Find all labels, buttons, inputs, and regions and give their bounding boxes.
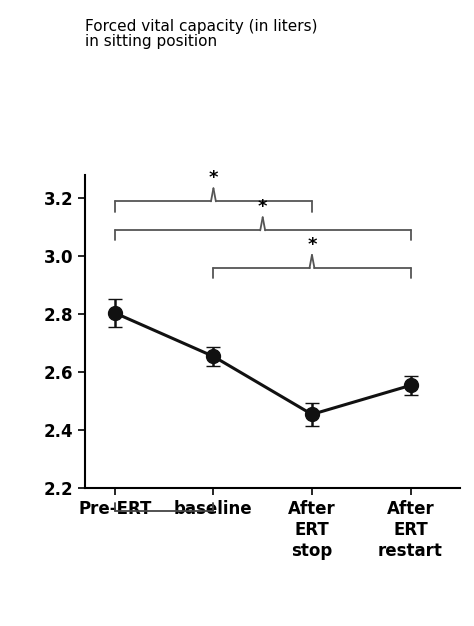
Text: *: * <box>209 169 218 187</box>
Text: *: * <box>307 235 317 254</box>
Text: in sitting position: in sitting position <box>85 34 218 49</box>
Text: *: * <box>258 198 267 216</box>
Text: Forced vital capacity (in liters): Forced vital capacity (in liters) <box>85 19 318 34</box>
